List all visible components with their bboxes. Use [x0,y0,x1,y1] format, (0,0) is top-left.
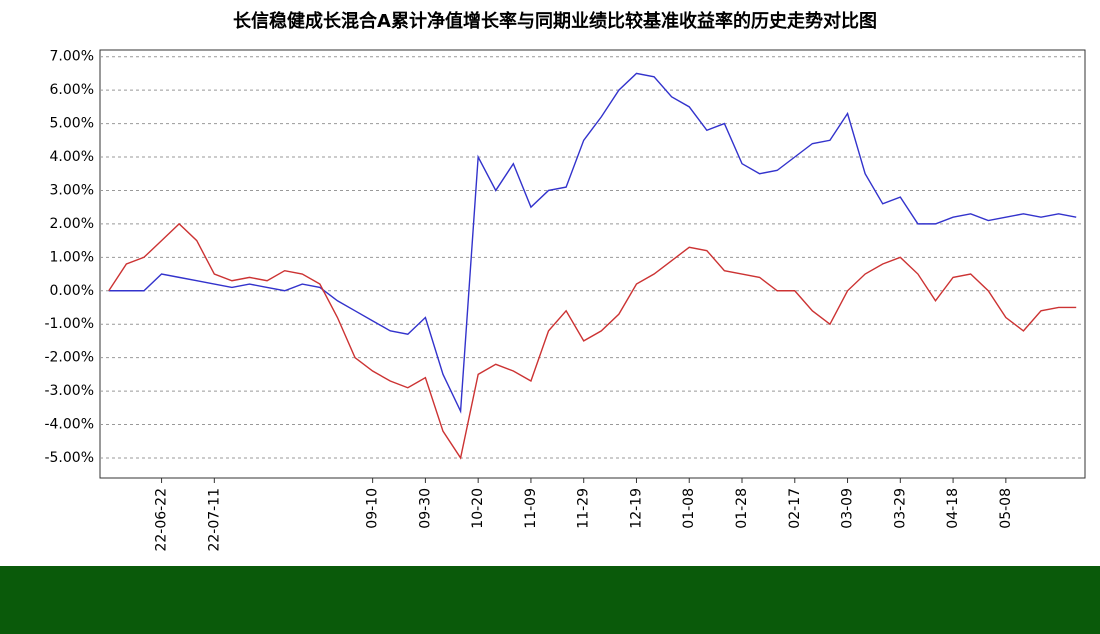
x-tick-label: 11-09 [523,488,539,529]
chart-title: 长信稳健成长混合A累计净值增长率与同期业绩比较基准收益率的历史走势对比图 [233,10,877,32]
x-tick-label: 09-10 [365,488,381,529]
x-tick-label: 22-06-22 [154,488,170,552]
x-tick-label: 10-20 [470,488,486,529]
x-tick-label: 01-28 [734,488,750,529]
chart: 长信稳健成长混合A累计净值增长率与同期业绩比较基准收益率的历史走势对比图 -5.… [0,0,1100,634]
y-tick-label: -4.00% [44,417,94,433]
y-tick-label: -5.00% [44,450,94,466]
x-tick-label: 09-30 [417,488,433,529]
y-tick-label: 5.00% [50,116,94,132]
y-tick-label: 3.00% [50,182,94,198]
x-tick-label: 12-19 [628,488,644,529]
footer-band [0,566,1100,634]
x-tick-label: 01-08 [681,488,697,529]
y-tick-label: 6.00% [50,82,94,98]
y-tick-label: -3.00% [44,383,94,399]
x-tick-label: 03-09 [840,488,856,529]
y-tick-label: 0.00% [50,283,94,299]
x-tick-label: 03-29 [892,488,908,529]
x-tick-label: 05-08 [998,488,1014,529]
x-tick-label: 11-29 [576,488,592,529]
x-tick-label: 02-17 [787,488,803,529]
y-tick-label: 7.00% [50,49,94,65]
x-tick-label: 22-07-11 [206,488,222,552]
y-tick-label: 1.00% [50,249,94,265]
y-tick-label: -1.00% [44,316,94,332]
plot-area [100,50,1085,478]
y-tick-label: -2.00% [44,350,94,366]
y-tick-label: 2.00% [50,216,94,232]
x-tick-label: 04-18 [945,488,961,529]
y-tick-label: 4.00% [50,149,94,165]
